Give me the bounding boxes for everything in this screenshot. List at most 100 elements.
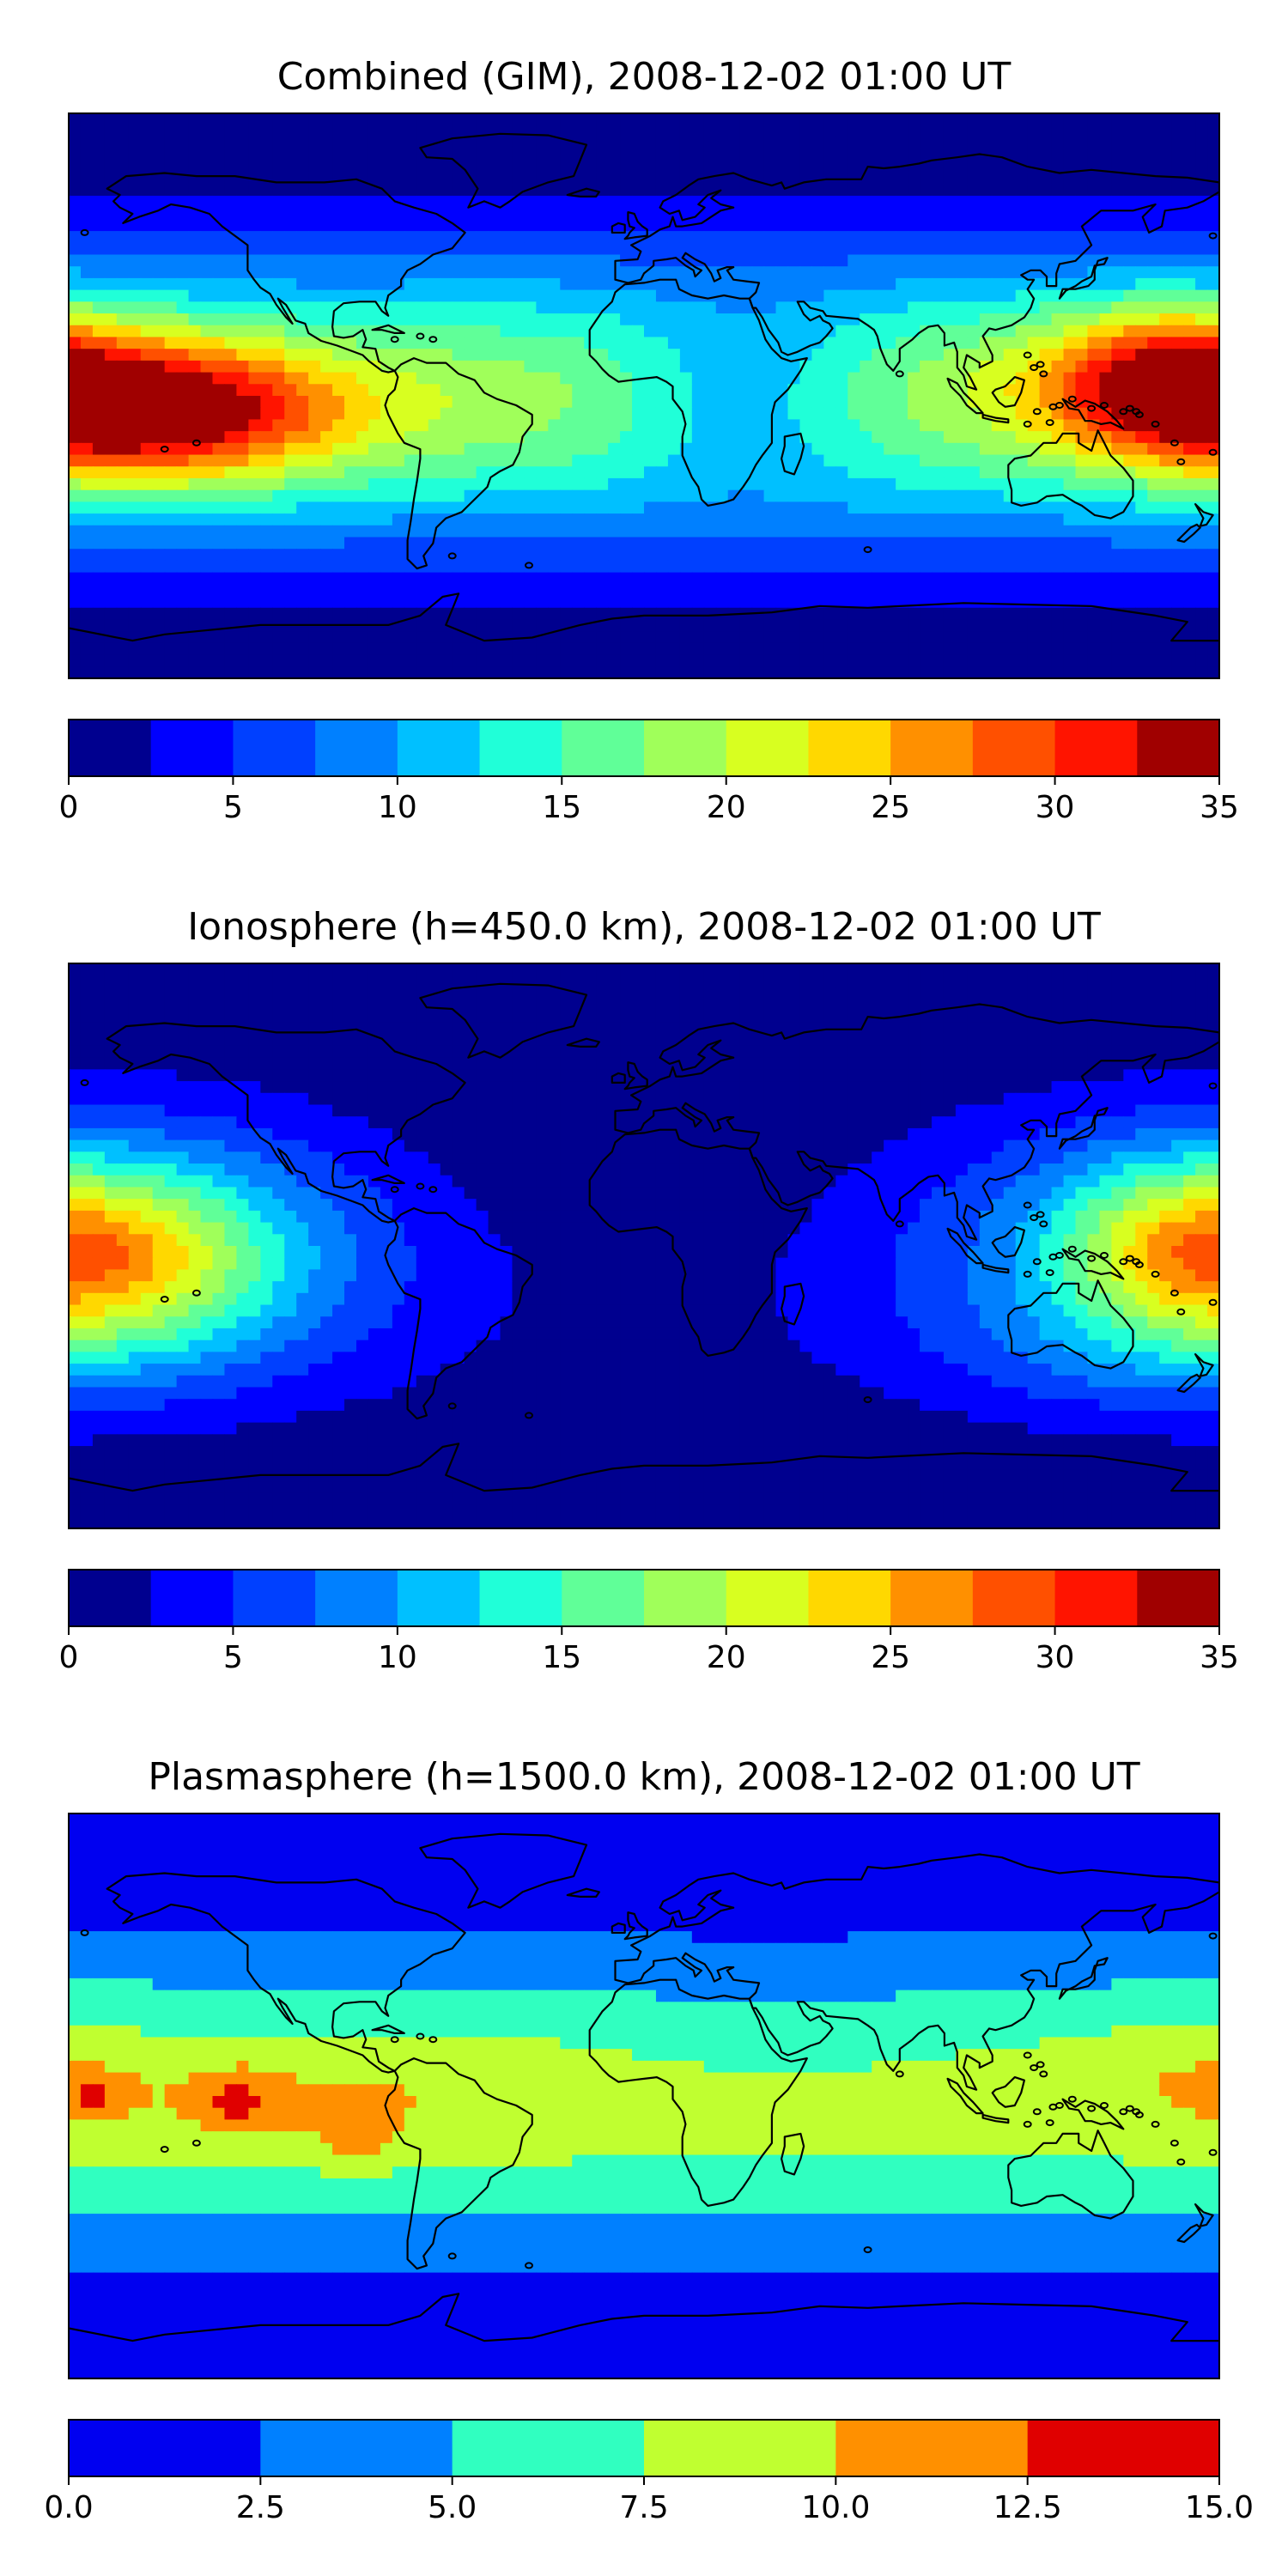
contour-cell <box>488 454 501 467</box>
contour-cell <box>128 477 142 491</box>
contour-cell <box>176 219 190 232</box>
contour-cell <box>1123 549 1136 562</box>
contour-cell <box>967 607 981 621</box>
contour-cell <box>452 513 465 526</box>
contour-cell <box>872 231 884 244</box>
contour-cell <box>512 195 526 209</box>
contour-cell <box>896 975 908 988</box>
contour-cell <box>356 654 369 667</box>
contour-cell <box>1099 149 1112 161</box>
contour-cell <box>848 572 860 585</box>
contour-cell <box>1147 396 1160 409</box>
contour-cell <box>536 963 549 976</box>
contour-cell <box>260 396 273 409</box>
contour-cell <box>488 160 501 173</box>
contour-cell <box>1015 442 1029 456</box>
contour-cell <box>188 384 202 397</box>
contour-cell <box>848 372 860 385</box>
contour-cell <box>1195 419 1208 432</box>
contour-cell <box>1135 537 1148 550</box>
contour-cell <box>932 219 945 232</box>
contour-cell <box>932 987 945 999</box>
island <box>1176 458 1186 465</box>
contour-cell <box>368 242 381 256</box>
contour-cell <box>1183 396 1196 409</box>
contour-cell <box>727 396 741 409</box>
contour-cell <box>896 231 908 244</box>
contour-cell <box>632 160 645 173</box>
contour-cell <box>1147 372 1160 385</box>
contour-cell <box>392 172 405 185</box>
contour-cell <box>368 987 381 999</box>
contour-cell <box>715 396 729 409</box>
contour-cell <box>908 419 920 432</box>
contour-cell <box>572 419 585 432</box>
contour-cell <box>548 987 561 999</box>
contour-cell <box>248 631 261 644</box>
contour-cell <box>1159 560 1172 574</box>
contour-cell <box>392 525 405 538</box>
contour-cell <box>236 596 249 609</box>
contour-cell <box>260 489 273 502</box>
contour-cell <box>1171 987 1184 999</box>
contour-cell <box>128 372 142 385</box>
contour-cell <box>703 584 717 597</box>
contour-cell <box>284 431 297 444</box>
contour-cell <box>596 254 609 267</box>
contour-cell <box>440 642 453 656</box>
contour-cell <box>715 313 729 326</box>
contour-cell <box>536 525 549 538</box>
contour-cell <box>212 349 226 361</box>
contour-cell <box>188 313 202 326</box>
contour-cell <box>703 360 717 374</box>
contour-cell <box>272 137 285 149</box>
contour-cell <box>691 619 705 632</box>
contour-cell <box>908 149 920 161</box>
contour-cell <box>572 172 585 185</box>
contour-cell <box>835 289 848 302</box>
contour-cell <box>284 254 297 267</box>
contour-cell <box>739 337 753 349</box>
contour-cell <box>596 219 609 232</box>
contour-cell <box>655 301 669 314</box>
contour-cell <box>140 195 154 209</box>
contour-cell <box>848 113 860 126</box>
contour-cell <box>308 254 321 267</box>
contour-cell <box>763 489 777 502</box>
contour-cell <box>1051 313 1065 326</box>
contour-cell <box>69 584 82 597</box>
contour-cell <box>1207 313 1219 326</box>
contour-cell <box>1087 489 1101 502</box>
contour-cell <box>655 549 669 562</box>
contour-cell <box>500 231 513 244</box>
contour-cell <box>823 963 836 976</box>
contour-cell <box>176 113 190 126</box>
contour-cell <box>823 113 836 126</box>
contour-cell <box>884 113 896 126</box>
contour-cell <box>464 572 477 585</box>
contour-cell <box>872 454 884 467</box>
contour-cell <box>1147 160 1160 173</box>
contour-cell <box>212 160 226 173</box>
contour-cell <box>835 113 848 126</box>
contour-cell <box>1075 149 1089 161</box>
contour-cell <box>69 137 82 149</box>
contour-cell <box>860 442 872 456</box>
contour-cell <box>1015 631 1029 644</box>
contour-cell <box>464 396 477 409</box>
contour-cell <box>763 666 777 678</box>
contour-cell <box>404 337 417 349</box>
contour-cell <box>272 160 285 173</box>
contour-cell <box>560 266 573 279</box>
contour-cell <box>512 113 526 126</box>
contour-cell <box>476 963 489 976</box>
contour-cell <box>308 207 321 220</box>
contour-cell <box>943 560 957 574</box>
contour-cell <box>811 184 824 197</box>
contour-cell <box>560 501 573 514</box>
contour-cell <box>632 619 645 632</box>
contour-cell <box>1099 219 1112 232</box>
contour-cell <box>452 419 465 432</box>
contour-cell <box>727 277 741 291</box>
contour-cell <box>140 999 154 1012</box>
